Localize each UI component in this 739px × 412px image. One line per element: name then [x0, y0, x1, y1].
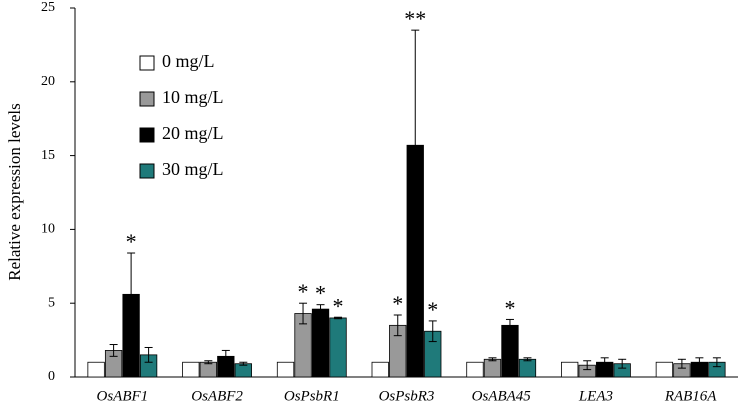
bar — [182, 361, 200, 378]
y-tick-label: 5 — [48, 295, 55, 310]
bar — [311, 308, 330, 378]
significance-mark: * — [298, 279, 309, 304]
error-bar — [127, 252, 136, 337]
bar — [561, 361, 579, 378]
x-tick-label: LEA3 — [578, 388, 613, 404]
y-tick-label: 20 — [41, 74, 55, 89]
error-bar — [239, 361, 248, 366]
bar — [483, 358, 502, 378]
error-bar — [523, 357, 532, 362]
bar — [87, 361, 105, 378]
error-bar — [334, 316, 343, 320]
x-tick-label: OsABF2 — [191, 388, 243, 404]
bar — [518, 358, 537, 378]
legend-swatch — [139, 91, 155, 107]
y-tick-label: 25 — [41, 0, 55, 15]
legend-label: 10 mg/L — [162, 87, 224, 107]
x-tick-label: RAB16A — [664, 388, 717, 404]
y-tick-label: 0 — [48, 369, 55, 384]
significance-mark: * — [427, 297, 438, 322]
error-bar — [221, 349, 230, 363]
legend-swatch — [139, 127, 155, 143]
significance-mark: * — [126, 229, 137, 254]
bar — [199, 361, 217, 378]
error-bar — [393, 314, 402, 337]
significance-mark: * — [333, 293, 344, 318]
significance-mark: * — [315, 281, 326, 306]
error-bar — [428, 320, 437, 343]
legend-label: 0 mg/L — [162, 51, 215, 71]
bar — [329, 317, 347, 378]
legend-swatch — [139, 163, 155, 179]
bar — [371, 361, 389, 378]
x-tick-label: OsPsbR3 — [379, 388, 435, 404]
error-bar — [583, 360, 592, 371]
error-bar — [505, 318, 514, 332]
error-bar — [488, 357, 497, 362]
x-tick-label: OsABA45 — [472, 388, 532, 404]
x-tick-label: OsPsbR1 — [284, 388, 340, 404]
significance-mark: * — [504, 295, 515, 320]
bar — [655, 361, 674, 378]
error-bar — [411, 29, 420, 261]
error-bar — [299, 302, 308, 325]
error-bar — [316, 304, 325, 315]
bar — [276, 361, 295, 378]
x-tick-label: OsABF1 — [97, 388, 149, 404]
bar — [234, 363, 252, 378]
significance-mark: ** — [404, 6, 426, 31]
y-tick-label: 10 — [41, 222, 55, 237]
significance-mark: * — [392, 291, 403, 316]
error-bar — [677, 358, 686, 369]
error-bar — [144, 346, 153, 363]
legend-label: 30 mg/L — [162, 159, 224, 179]
error-bar — [618, 358, 627, 369]
bar — [466, 361, 484, 378]
error-bar — [109, 344, 118, 357]
error-bar — [695, 357, 704, 368]
bar — [501, 324, 519, 378]
y-axis-label: Relative expression levels — [5, 103, 24, 281]
error-bar — [712, 357, 721, 368]
legend-swatch — [139, 55, 155, 71]
error-bar — [600, 357, 609, 368]
error-bar — [204, 360, 213, 365]
y-tick-label: 15 — [41, 148, 55, 163]
legend-label: 20 mg/L — [162, 123, 224, 143]
